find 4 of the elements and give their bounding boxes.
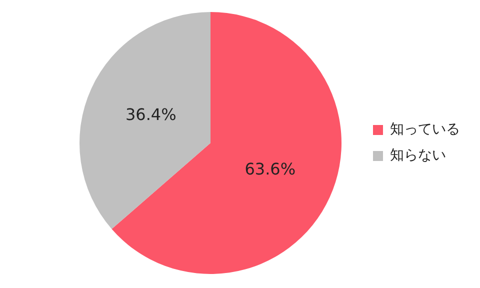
data-label: 63.6%: [244, 159, 296, 178]
legend-label: 知らない: [390, 148, 446, 164]
data-label: 36.4%: [125, 105, 176, 124]
legend-label: 知っている: [390, 122, 460, 138]
